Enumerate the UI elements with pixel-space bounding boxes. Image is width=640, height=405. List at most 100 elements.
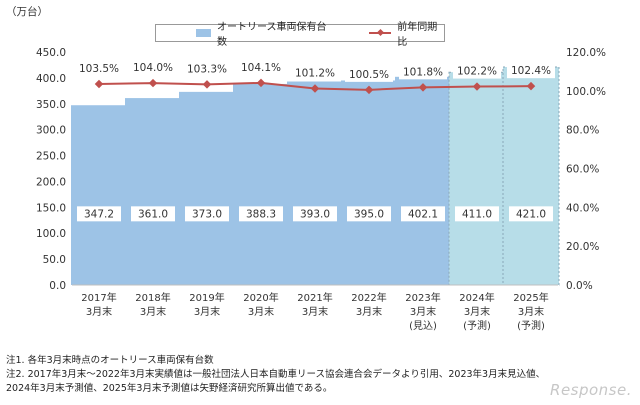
y-right-tick-label: 100.0% — [566, 86, 606, 98]
line-point — [364, 85, 374, 95]
line-value-label: 104.0% — [133, 62, 173, 74]
line-point — [256, 78, 266, 88]
line-label-bg — [237, 59, 285, 75]
note-3: 2024年3月末予測値、2025年3月末予測値は矢野経済研究所算出値である。 — [6, 383, 333, 394]
x-category-line: 3月末 — [518, 305, 544, 318]
note-1: 注1. 各年3月末時点のオートリース車両保有台数 — [6, 355, 214, 366]
line-value-label: 102.2% — [457, 66, 497, 78]
bar-value-label: 361.0 — [138, 208, 168, 220]
bar-label-bg — [401, 206, 445, 222]
y-right-tick-label: 40.0% — [566, 202, 599, 214]
legend-label-bars: オートリース車両保有台数 — [216, 22, 327, 48]
y-left-tick-label: 250.0 — [36, 151, 66, 163]
x-category-line: 3月末 — [464, 305, 490, 318]
line-label-bg — [345, 66, 393, 82]
y-right-tick-label: 60.0% — [566, 164, 599, 176]
line-point — [418, 83, 428, 92]
x-category-line: 2024年 — [459, 291, 494, 304]
x-category-label: 2022年 3月末 — [351, 291, 386, 318]
bar-label-bg — [185, 206, 229, 222]
legend-label-line: 前年同期比 — [397, 22, 438, 48]
chart-legend: オートリース車両保有台数 前年同期比 — [155, 22, 445, 48]
x-category-line: 3月末 — [194, 305, 220, 318]
bar — [71, 105, 127, 285]
x-category-line: 2023年 — [405, 291, 440, 304]
x-category-line: 3月末 — [356, 305, 382, 318]
bar-label-bg — [239, 206, 283, 222]
bar-value-label: 393.0 — [300, 208, 330, 220]
bar-label-bg — [131, 206, 175, 222]
bar-value-label: 388.3 — [246, 208, 276, 220]
bar-value-label: 373.0 — [192, 208, 222, 220]
x-category-label: 2017年 3月末 — [81, 291, 116, 318]
line-point — [310, 84, 320, 93]
x-category-line: (予測) — [517, 319, 545, 332]
bar-value-label: 421.0 — [516, 208, 546, 220]
x-category-label: 2025年 3月末(予測) — [513, 291, 548, 332]
x-category-line: 2025年 — [513, 291, 548, 304]
line-value-label: 103.5% — [79, 63, 119, 75]
y-left-tick-label: 50.0 — [43, 254, 66, 266]
watermark-logo: Response. — [550, 381, 632, 399]
y-left-tick-label: 350.0 — [36, 99, 66, 111]
bar-value-label: 395.0 — [354, 208, 384, 220]
y-right-tick-label: 80.0% — [566, 125, 599, 137]
bar — [287, 81, 343, 285]
x-category-line: 3月末 — [410, 305, 436, 318]
x-category-line: 2020年 — [243, 291, 278, 304]
bar-value-label: 411.0 — [462, 208, 492, 220]
unit-label: （万台） — [6, 6, 48, 18]
bar-label-bg — [509, 206, 553, 222]
line-point — [148, 78, 158, 88]
line-label-bg — [183, 61, 231, 77]
bar-label-bg — [77, 206, 121, 222]
x-category-line: (見込) — [409, 320, 437, 332]
line-label-bg — [453, 63, 501, 79]
bar — [502, 66, 560, 286]
y-right-tick-label: 120.0% — [566, 47, 606, 59]
line-point — [94, 79, 104, 89]
bar — [448, 71, 506, 286]
x-category-label: 2024年 3月末(予測) — [459, 291, 494, 332]
line-point — [472, 82, 482, 91]
legend-item-bars: オートリース車両保有台数 — [196, 18, 329, 48]
legend-swatch-line — [368, 32, 392, 34]
bar-value-label: 347.2 — [84, 208, 114, 220]
y-left-tick-label: 450.0 — [36, 47, 66, 59]
x-category-line: (予測) — [463, 319, 491, 332]
legend-swatch-bars — [196, 29, 211, 37]
y-right-tick-label: 0.0% — [566, 280, 593, 292]
y-right-tick-label: 20.0% — [566, 241, 599, 253]
x-category-line: 2022年 — [351, 291, 386, 304]
x-category-label: 2018年 3月末 — [135, 291, 170, 318]
combo-chart: 0.0 50.0 100.0 150.0 200.0 250.0 300.0 350.0 400… — [36, 47, 606, 332]
x-category-label: 2023年 3月末 (見込) — [405, 291, 440, 332]
bar — [125, 98, 181, 286]
line-label-bg — [75, 61, 123, 77]
line-value-label: 100.5% — [349, 69, 389, 81]
x-category-label: 2020年 3月末 — [243, 291, 278, 318]
y-left-tick-label: 150.0 — [36, 202, 66, 214]
bar-label-bg — [347, 206, 391, 222]
bar-label-bg — [455, 206, 499, 222]
x-category-line: 2021年 — [297, 291, 332, 304]
x-category-label: 2021年 3月末 — [297, 291, 332, 318]
bar-value-label: 402.1 — [408, 208, 438, 220]
y-left-tick-label: 100.0 — [36, 228, 66, 240]
bar — [179, 91, 235, 285]
line-value-label: 101.2% — [295, 68, 335, 80]
x-category-line: 2018年 — [135, 291, 170, 304]
x-category-line: 2019年 — [189, 291, 224, 304]
y-left-tick-label: 200.0 — [36, 176, 66, 188]
bar — [395, 76, 451, 286]
x-category-line: 3月末 — [140, 305, 166, 318]
x-category-line: 3月末 — [248, 305, 274, 318]
x-category-line: 2017年 — [81, 291, 116, 304]
line-label-bg — [399, 64, 447, 80]
line-point — [202, 80, 212, 89]
y-left-tick-label: 0.0 — [49, 280, 66, 292]
line-label-bg — [291, 65, 339, 81]
legend-item-line: 前年同期比 — [368, 18, 444, 48]
bar-label-bg — [293, 206, 337, 222]
bar — [233, 83, 289, 285]
